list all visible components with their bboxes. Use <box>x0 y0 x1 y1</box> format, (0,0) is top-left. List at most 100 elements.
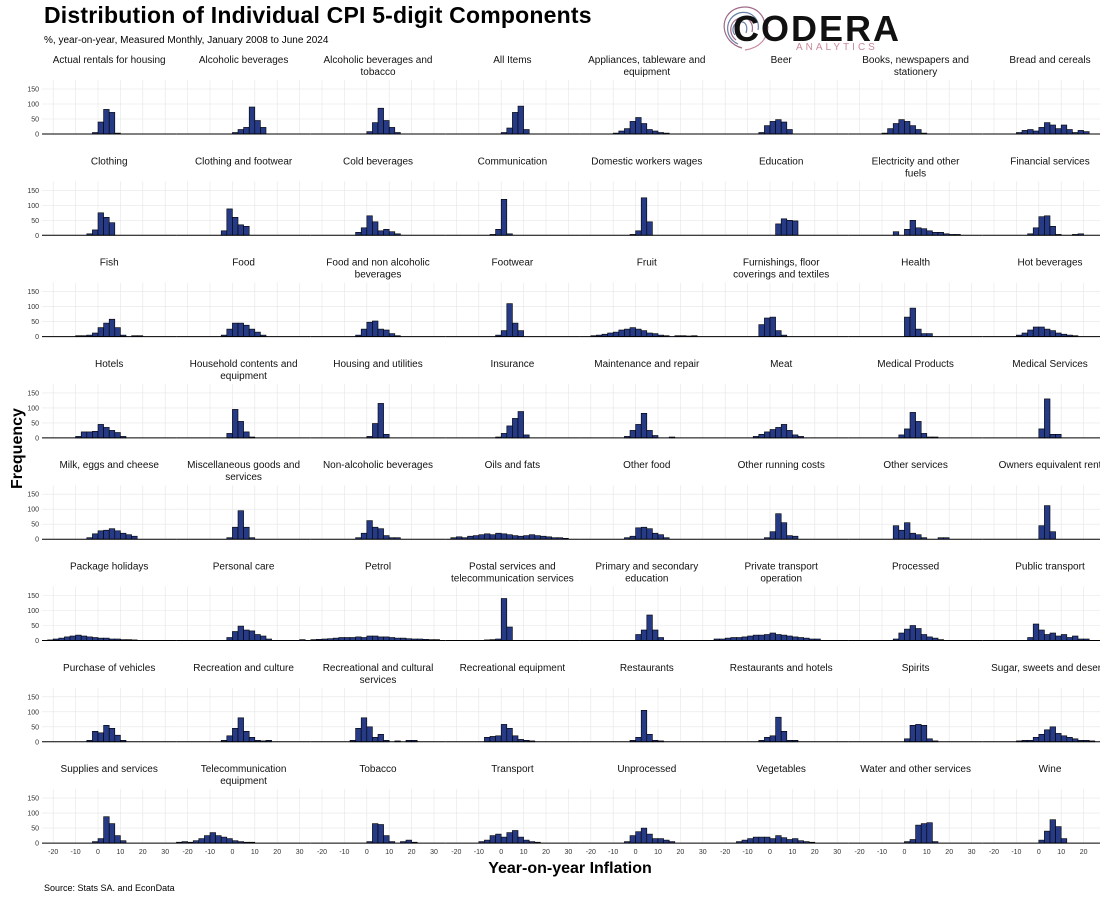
y-tick-label: 0 <box>35 132 39 139</box>
histogram-bar <box>741 636 748 641</box>
histogram-panel: Personal care <box>176 562 311 641</box>
histogram-panel: Transport -20 -10 0 10 20 30 <box>445 764 580 856</box>
histogram-bar <box>635 328 642 337</box>
histogram-bar <box>775 330 782 337</box>
histogram-bar <box>915 328 922 337</box>
histogram-bar <box>1038 428 1045 439</box>
histogram-panel: Clothing 0 50 100 150 <box>27 156 177 240</box>
histogram-bar <box>388 127 396 135</box>
histogram-bar <box>786 430 793 439</box>
histogram-bar <box>243 526 250 540</box>
histogram-bar <box>769 735 776 743</box>
histogram-panel: Other services <box>848 460 983 540</box>
histogram-bar <box>232 217 239 236</box>
histogram-bar <box>915 628 922 641</box>
histogram-bar <box>108 318 116 337</box>
histogram-bar <box>752 836 760 844</box>
histogram-bar <box>360 328 368 337</box>
histogram-bar <box>629 327 636 337</box>
histogram-panel: Housing and utilities <box>310 359 446 439</box>
panel-title: Telecommunication <box>201 764 287 775</box>
histogram-bar <box>103 217 110 236</box>
histogram-bar <box>775 634 782 641</box>
panel-title: Recreation and culture <box>193 663 294 674</box>
histogram-bar <box>125 534 132 540</box>
panel-title: equipment <box>220 776 267 787</box>
x-tick-label: -20 <box>989 849 999 856</box>
histogram-panel: Health <box>848 258 983 338</box>
histogram-bar <box>377 328 384 337</box>
y-tick-label: 50 <box>31 218 39 225</box>
x-tick-label: -10 <box>71 849 81 856</box>
histogram-bar <box>500 199 508 236</box>
histogram-bar <box>80 635 88 641</box>
panel-title: telecommunication services <box>451 574 574 585</box>
histogram-bar <box>243 324 250 337</box>
panel-title: Transport <box>491 764 534 775</box>
histogram-bar <box>512 830 519 844</box>
x-tick-label: 10 <box>117 849 125 856</box>
histogram-panel: Hotels 0 50 100 150 <box>27 359 177 442</box>
histogram-bar <box>226 838 233 844</box>
histogram-bar <box>640 827 648 844</box>
histogram-bar <box>1044 398 1051 439</box>
histogram-bar <box>898 632 905 641</box>
panel-title: Public transport <box>1015 562 1085 573</box>
histogram-bar <box>1038 525 1045 540</box>
y-tick-label: 100 <box>27 811 39 818</box>
histogram-bar <box>92 430 99 439</box>
histogram-bar <box>915 724 922 743</box>
x-tick-label: 10 <box>789 849 797 856</box>
y-tick-label: 0 <box>35 841 39 848</box>
histogram-bar <box>752 634 760 641</box>
histogram-bar <box>629 835 636 844</box>
histogram-bar <box>86 636 93 641</box>
histogram-bar <box>383 535 390 540</box>
histogram-bar <box>517 105 524 135</box>
x-tick-label: 10 <box>520 849 528 856</box>
histogram-bar <box>775 513 782 540</box>
histogram-bar <box>103 427 110 439</box>
histogram-bar <box>232 631 239 641</box>
histogram-bar <box>64 636 71 641</box>
y-tick-label: 150 <box>27 492 39 499</box>
x-tick-label: 10 <box>923 849 931 856</box>
histogram-bar <box>506 727 513 743</box>
histogram-bar <box>97 424 104 439</box>
histogram-bar <box>769 316 776 337</box>
histogram-bar <box>607 332 614 337</box>
histogram-bar <box>299 639 306 641</box>
histogram-bar <box>355 727 362 743</box>
panel-title: Furnishings, floor <box>743 258 820 269</box>
histogram-bar <box>904 428 911 439</box>
panel-title: services <box>225 472 262 483</box>
histogram-bar <box>220 836 228 844</box>
histogram-bar <box>769 429 776 439</box>
histogram-bar <box>1021 130 1028 135</box>
histogram-bar <box>248 736 256 743</box>
histogram-panel: Recreation and culture <box>176 663 311 743</box>
histogram-bar <box>657 534 664 540</box>
panel-title: operation <box>760 574 802 585</box>
x-tick-label: 20 <box>139 849 147 856</box>
histogram-bar <box>612 331 620 337</box>
histogram-bar <box>1021 332 1028 337</box>
histogram-bar <box>1049 330 1056 337</box>
histogram-bar <box>114 530 121 540</box>
histogram-bar <box>1032 623 1040 641</box>
histogram-bar <box>646 129 653 135</box>
panel-title: Housing and utilities <box>333 359 423 370</box>
histogram-bar <box>915 534 922 540</box>
panel-title: Beer <box>771 55 793 66</box>
histogram-bar <box>652 838 659 844</box>
panel-title: Medical Products <box>877 359 954 370</box>
panel-title: Books, newspapers and <box>862 55 969 66</box>
histogram-bar <box>780 121 788 135</box>
x-tick-label: -10 <box>339 849 349 856</box>
x-tick-label: -20 <box>183 849 193 856</box>
panel-title: Purchase of vehicles <box>63 663 155 674</box>
histogram-bar <box>640 526 648 540</box>
panel-title: Supplies and services <box>61 764 158 775</box>
